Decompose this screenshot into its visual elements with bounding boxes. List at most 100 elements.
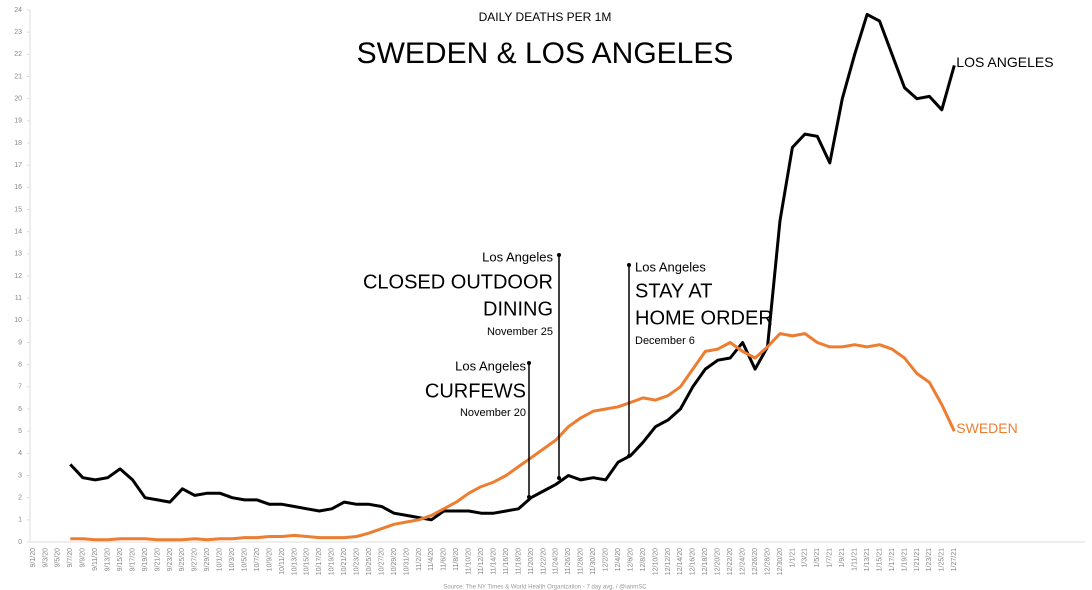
- x-tick-label: 10/29/20: [391, 548, 398, 575]
- y-tick-label: 9: [18, 339, 22, 346]
- x-tick-label: 1/17/21: [889, 548, 896, 571]
- y-tick-label: 10: [14, 317, 22, 324]
- y-tick-label: 16: [14, 184, 22, 191]
- x-tick-label: 11/2/20: [416, 548, 423, 571]
- series-line: [69, 12, 956, 522]
- y-tick-label: 3: [18, 472, 22, 479]
- x-tick-label: 11/22/20: [540, 548, 547, 575]
- y-tick-label: 17: [14, 162, 22, 169]
- x-tick-label: 11/8/20: [453, 548, 460, 571]
- annotation-dot: [527, 361, 531, 365]
- y-tick-label: 1: [18, 517, 22, 524]
- y-tick-label: 7: [18, 384, 22, 391]
- x-tick-label: 9/1/20: [30, 548, 37, 568]
- annotation-text: STAY AT: [635, 280, 712, 302]
- x-tick-label: 10/9/20: [266, 548, 273, 571]
- x-tick-label: 10/17/20: [316, 548, 323, 575]
- y-tick-label: 13: [14, 251, 22, 258]
- chart-title: SWEDEN & LOS ANGELES: [357, 37, 734, 70]
- x-tick-label: 1/23/21: [926, 548, 933, 571]
- annotation-dot: [557, 476, 561, 480]
- x-tick-label: 9/25/20: [179, 548, 186, 571]
- x-tick-label: 9/13/20: [105, 548, 112, 571]
- x-tick-label: 11/6/20: [441, 548, 448, 571]
- x-tick-label: 12/14/20: [677, 548, 684, 575]
- x-tick-label: 1/15/21: [876, 548, 883, 571]
- x-tick-label: 12/22/20: [727, 548, 734, 575]
- x-tick-label: 9/29/20: [204, 548, 211, 571]
- annotation-text: November 20: [460, 407, 526, 419]
- x-tick-label: 9/5/20: [55, 548, 62, 568]
- x-tick-label: 9/3/20: [42, 548, 49, 568]
- x-tick-label: 11/10/20: [466, 548, 473, 575]
- x-tick-label: 1/7/21: [827, 548, 834, 568]
- x-tick-label: 11/12/20: [478, 548, 485, 575]
- x-tick-label: 12/20/20: [715, 548, 722, 575]
- x-tick-label: 9/15/20: [117, 548, 124, 571]
- series-line: [70, 332, 956, 542]
- x-tick-label: 10/23/20: [354, 548, 361, 575]
- x-tick-label: 1/5/21: [814, 548, 821, 568]
- x-tick-label: 12/12/20: [665, 548, 672, 575]
- annotation-text: HOME ORDER: [635, 307, 773, 329]
- y-tick-label: 0: [18, 539, 22, 546]
- x-tick-label: 1/27/21: [951, 548, 958, 571]
- x-tick-label: 12/18/20: [702, 548, 709, 575]
- y-tick-label: 23: [14, 29, 22, 36]
- x-tick-label: 10/5/20: [241, 548, 248, 571]
- y-tick-label: 4: [18, 450, 22, 457]
- x-tick-label: 10/25/20: [366, 548, 373, 575]
- x-tick-label: 1/19/21: [901, 548, 908, 571]
- series-label: SWEDEN: [956, 420, 1017, 436]
- x-tick-label: 11/30/20: [590, 548, 597, 575]
- x-tick-label: 12/16/20: [690, 548, 697, 575]
- x-tick-label: 10/21/20: [341, 548, 348, 575]
- x-tick-label: 10/13/20: [291, 548, 298, 575]
- y-tick-label: 15: [14, 206, 22, 213]
- x-tick-label: 1/11/21: [852, 548, 859, 571]
- x-tick-label: 12/4/20: [615, 548, 622, 571]
- y-tick-label: 6: [18, 406, 22, 413]
- x-tick-label: 11/28/20: [578, 548, 585, 575]
- annotation-text: December 6: [635, 335, 695, 347]
- x-tick-label: 12/2/20: [603, 548, 610, 571]
- y-tick-label: 8: [18, 362, 22, 369]
- annotation-text: November 25: [487, 326, 553, 338]
- x-tick-label: 10/1/20: [217, 548, 224, 571]
- x-tick-label: 9/19/20: [142, 548, 149, 571]
- annotation-dot: [627, 263, 631, 267]
- x-tick-label: 1/1/21: [789, 548, 796, 568]
- x-tick-label: 12/28/20: [764, 548, 771, 575]
- x-tick-label: 1/13/21: [864, 548, 871, 571]
- y-tick-label: 20: [14, 96, 22, 103]
- annotation-text: DINING: [483, 298, 553, 320]
- x-tick-label: 11/18/20: [515, 548, 522, 575]
- x-tick-label: 11/20/20: [528, 548, 535, 575]
- y-tick-label: 21: [14, 73, 22, 80]
- y-tick-label: 12: [14, 273, 22, 280]
- x-tick-label: 10/19/20: [329, 548, 336, 575]
- x-tick-label: 11/24/20: [553, 548, 560, 575]
- x-tick-label: 12/8/20: [640, 548, 647, 571]
- y-tick-label: 18: [14, 140, 22, 147]
- x-tick-label: 1/3/21: [802, 548, 809, 568]
- y-tick-label: 22: [14, 51, 22, 58]
- annotation-text: Los Angeles: [455, 358, 526, 373]
- y-tick-label: 19: [14, 118, 22, 125]
- series-label: LOS ANGELES: [956, 54, 1053, 70]
- annotation-text: CLOSED OUTDOOR: [363, 271, 553, 293]
- annotation-text: Los Angeles: [482, 249, 553, 264]
- x-tick-label: 10/27/20: [378, 548, 385, 575]
- x-tick-label: 9/17/20: [129, 548, 136, 571]
- y-tick-label: 2: [18, 495, 22, 502]
- x-tick-label: 9/9/20: [80, 548, 87, 568]
- x-tick-label: 11/4/20: [428, 548, 435, 571]
- x-tick-label: 9/21/20: [154, 548, 161, 571]
- x-tick-label: 1/25/21: [939, 548, 946, 571]
- source-note: Source: The NY Times & World Health Orga…: [443, 585, 647, 590]
- y-tick-label: 5: [18, 428, 22, 435]
- x-tick-label: 9/11/20: [92, 548, 99, 571]
- annotation-text: Los Angeles: [635, 259, 706, 274]
- x-tick-label: 10/7/20: [254, 548, 261, 571]
